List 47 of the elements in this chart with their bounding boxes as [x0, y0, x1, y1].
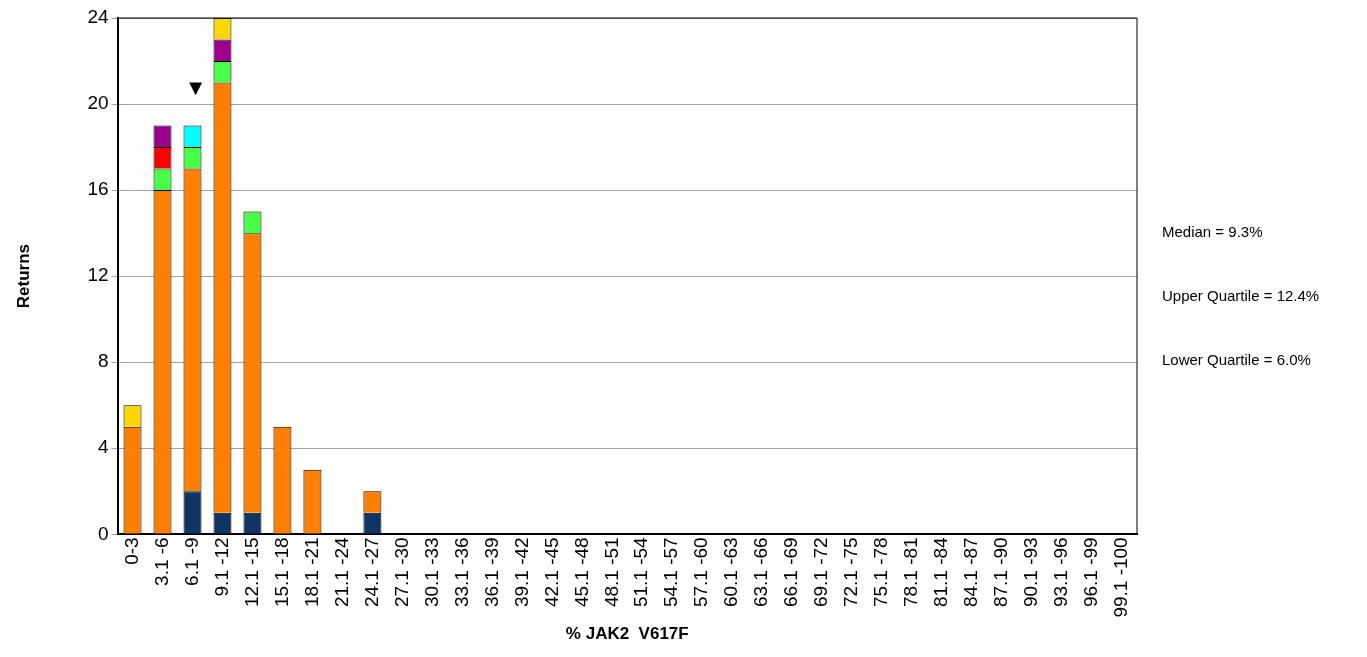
- y-tick-label: 12: [87, 264, 109, 286]
- x-tick-label: 12.1 -15: [240, 537, 262, 608]
- x-tick-label: 84.1 -87: [960, 537, 982, 608]
- x-tick-label: 15.1 -18: [270, 537, 292, 608]
- y-axis-title: Returns: [13, 244, 33, 309]
- x-tick-label: 9.1 -12: [210, 537, 232, 597]
- y-tick-label: 4: [97, 436, 109, 458]
- x-tick-label: 27.1 -30: [390, 537, 412, 608]
- annotation: ▼: [184, 75, 207, 101]
- x-tick-label: 93.1 -96: [1050, 537, 1072, 608]
- x-tick-label: 0-3: [120, 537, 142, 565]
- x-tick-label: 66.1 -69: [780, 537, 802, 608]
- x-tick-label: 99.1 -100: [1110, 537, 1132, 618]
- x-tick-label: 18.1 -21: [300, 537, 322, 608]
- x-tick-label: 3.1 -6: [150, 537, 172, 586]
- x-tick-label: 39.1 -42: [510, 537, 532, 608]
- x-tick-label: 63.1 -66: [750, 537, 772, 608]
- x-tick-label: 48.1 -51: [600, 537, 622, 608]
- x-tick-label: 36.1 -39: [480, 537, 502, 608]
- text: Median = 9.3%: [1162, 223, 1263, 241]
- x-tick-label: 72.1 -75: [840, 537, 862, 608]
- x-tick-label: 51.1 -54: [630, 536, 652, 608]
- x-tick-label: 60.1 -63: [720, 537, 742, 608]
- x-tick-label: 96.1 -99: [1080, 537, 1102, 608]
- text: Upper Quartile = 12.4%: [1162, 287, 1320, 305]
- y-tick-label: 0: [97, 522, 109, 544]
- x-tick-label: 69.1 -72: [810, 537, 832, 608]
- x-tick-label: 6.1 -9: [180, 537, 202, 586]
- x-tick-label: 81.1 -84: [930, 536, 952, 608]
- y-tick-label: 24: [87, 6, 109, 28]
- x-tick-label: 45.1 -48: [570, 537, 592, 608]
- x-tick-label: 33.1 -36: [450, 537, 472, 608]
- y-tick-label: 8: [97, 350, 109, 372]
- x-tick-label: 87.1 -90: [990, 537, 1012, 608]
- text: Lower Quartile = 6.0%: [1162, 351, 1311, 369]
- x-tick-label: 54.1 -57: [660, 537, 682, 608]
- y-tick-label: 16: [87, 178, 109, 200]
- x-tick-label: 24.1 -27: [360, 537, 382, 608]
- x-tick-label: 57.1 -60: [690, 537, 712, 608]
- x-tick-label: 42.1 -45: [540, 537, 562, 608]
- x-axis-title: % JAK2 V617F: [565, 624, 689, 644]
- x-tick-label: 30.1 -33: [420, 537, 442, 608]
- y-tick-label: 20: [87, 92, 109, 114]
- x-tick-label: 21.1 -24: [330, 536, 352, 608]
- x-tick-label: 90.1 -93: [1020, 537, 1042, 608]
- x-tick-label: 78.1 -81: [900, 537, 922, 608]
- x-tick-label: 75.1 -78: [870, 537, 892, 608]
